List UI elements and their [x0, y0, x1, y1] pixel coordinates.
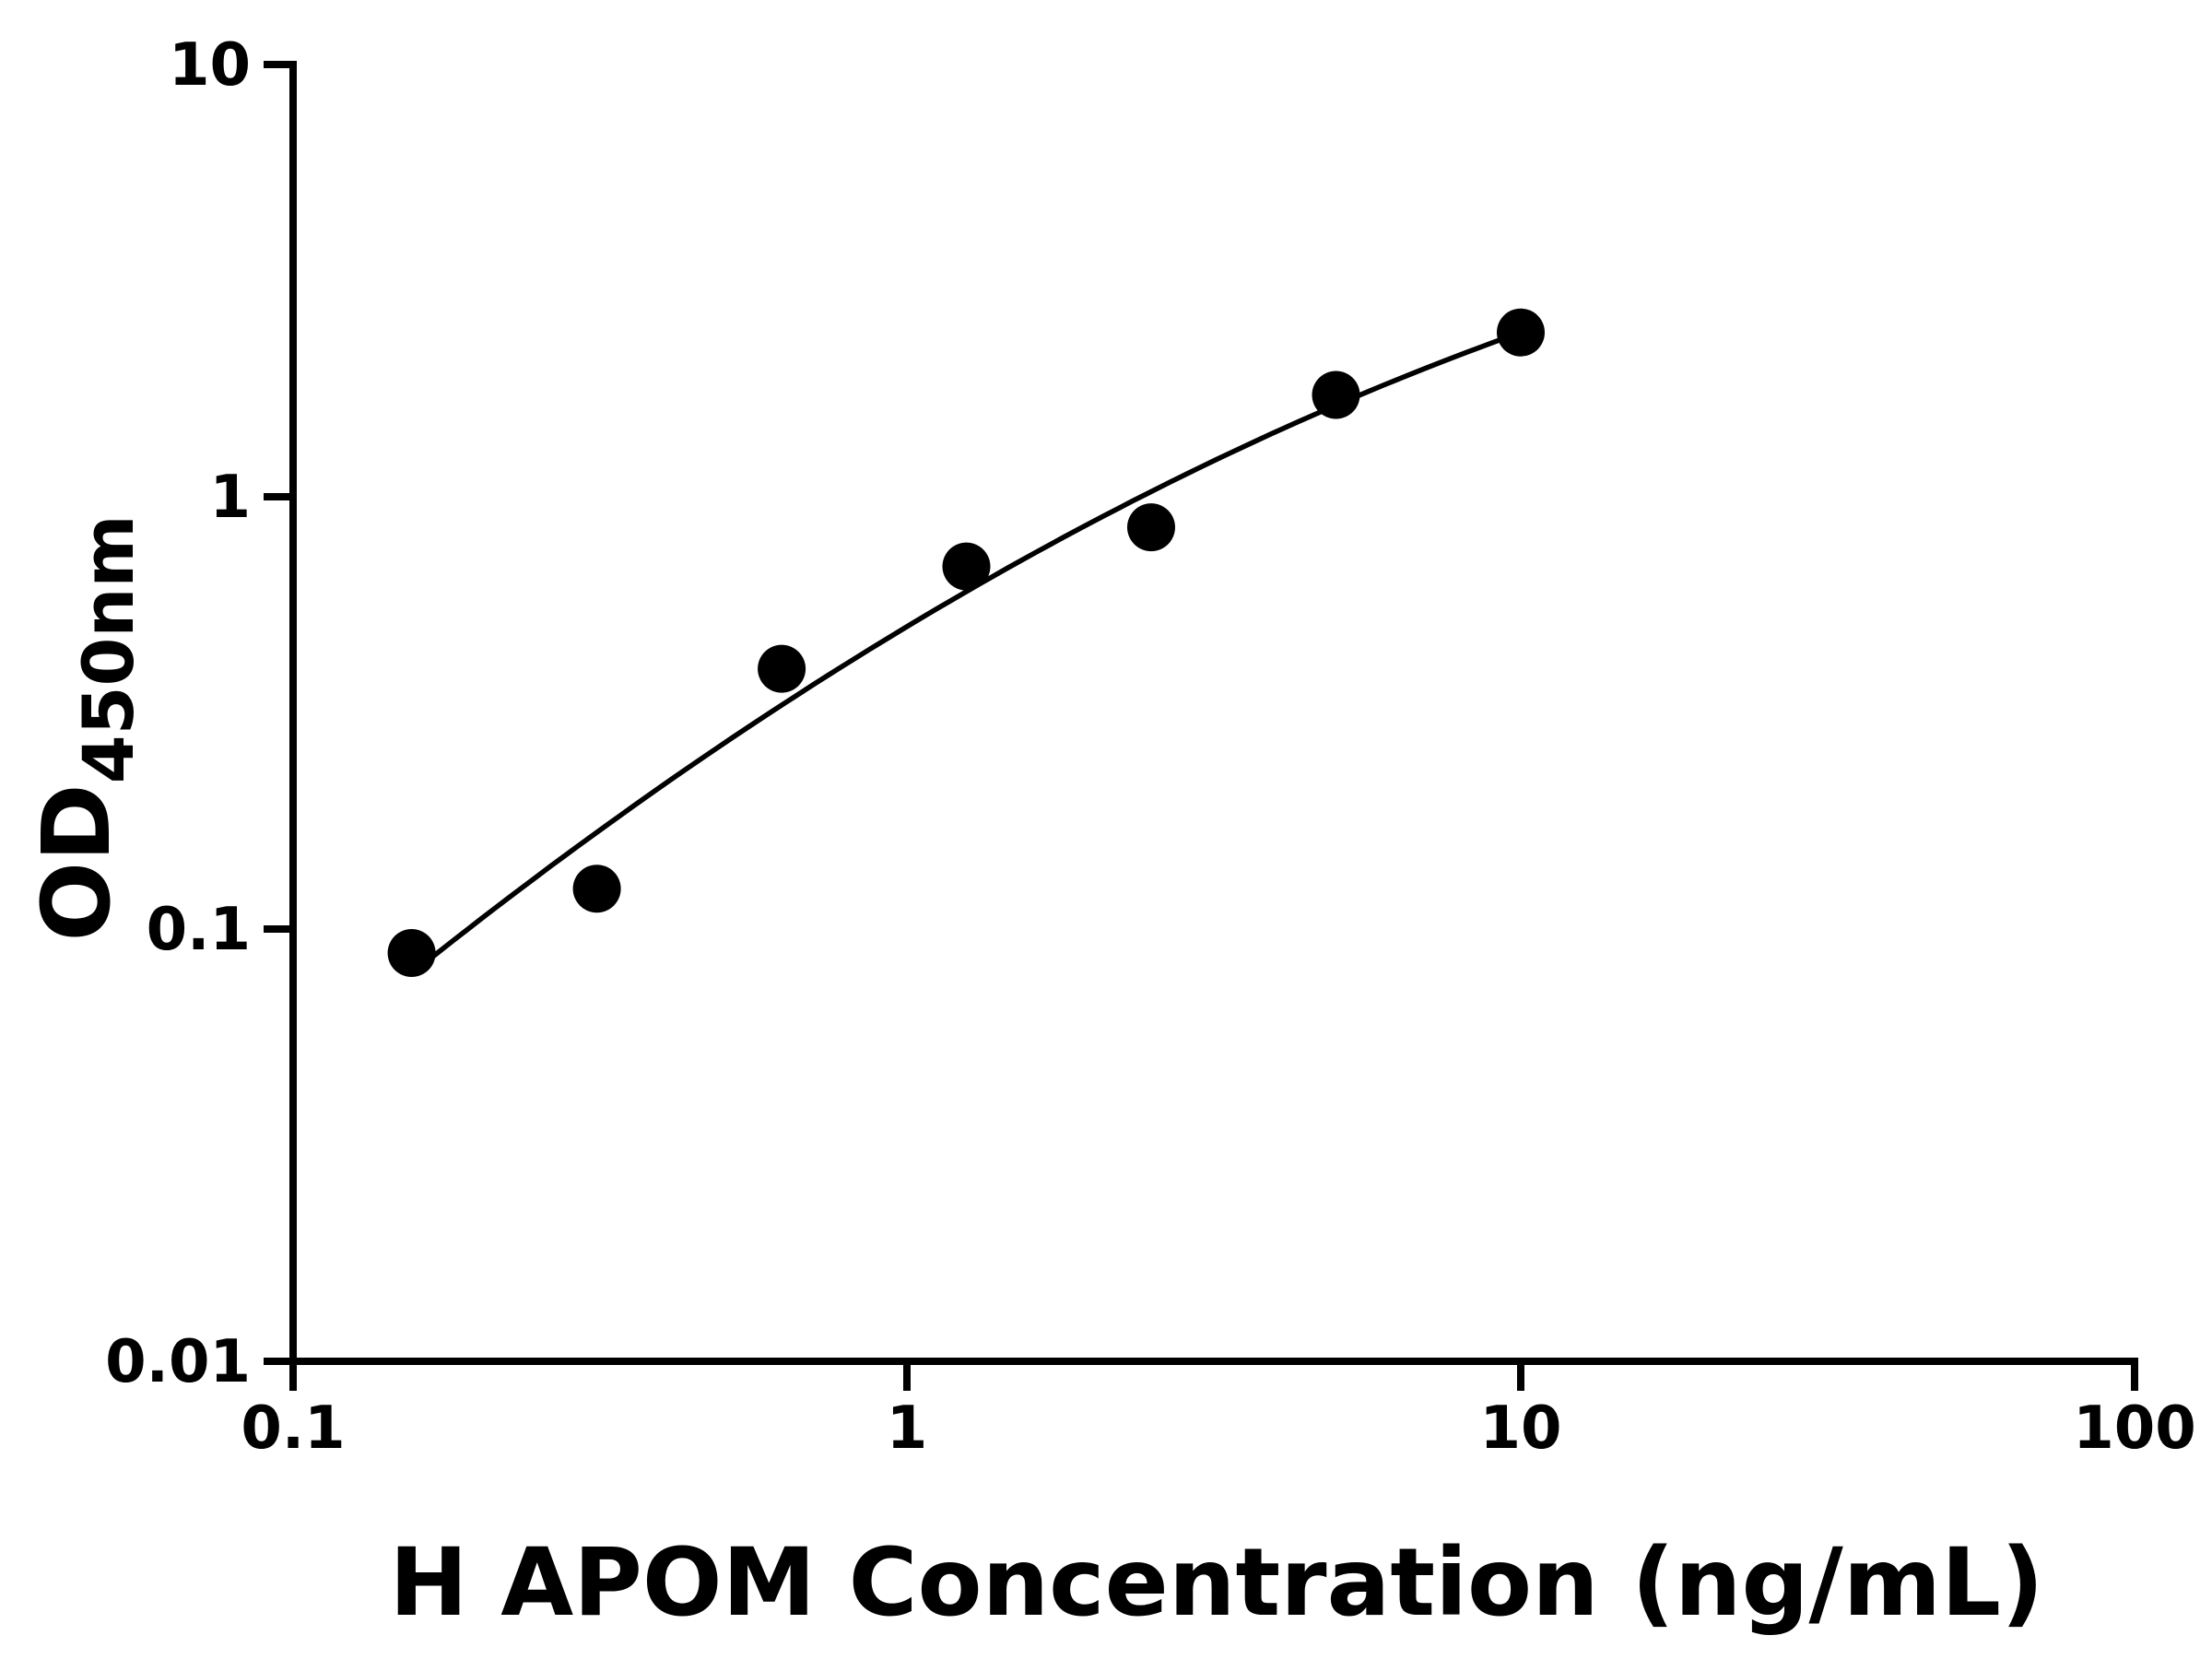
axis-lines — [289, 61, 2138, 1365]
data-point — [1497, 308, 1545, 357]
y-axis-title-subscript: 450nm — [67, 514, 149, 783]
y-axis-title-main: OD — [22, 783, 132, 941]
x-axis-title: H APOM Concentration (ng/mL) — [389, 1528, 2043, 1638]
axes — [289, 61, 2138, 1365]
data-point — [758, 644, 806, 693]
data-point — [1312, 371, 1360, 419]
y-tick-label: 10 — [169, 31, 251, 100]
data-point — [572, 865, 621, 913]
y-tick-label: 0.1 — [147, 896, 251, 964]
axis-ticks — [264, 61, 2138, 1391]
y-axis-title: OD450nm — [22, 514, 149, 941]
data-point — [387, 929, 436, 977]
data-point — [1127, 503, 1175, 552]
x-tick-label: 100 — [2073, 1394, 2196, 1463]
y-tick-label: 1 — [209, 464, 251, 532]
data-series — [387, 308, 1545, 977]
y-tick-label: 0.01 — [105, 1328, 251, 1396]
x-tick-label: 1 — [887, 1394, 928, 1463]
data-point — [942, 542, 991, 591]
x-tick-label: 10 — [1479, 1394, 1561, 1463]
x-tick-label: 0.1 — [241, 1394, 345, 1463]
